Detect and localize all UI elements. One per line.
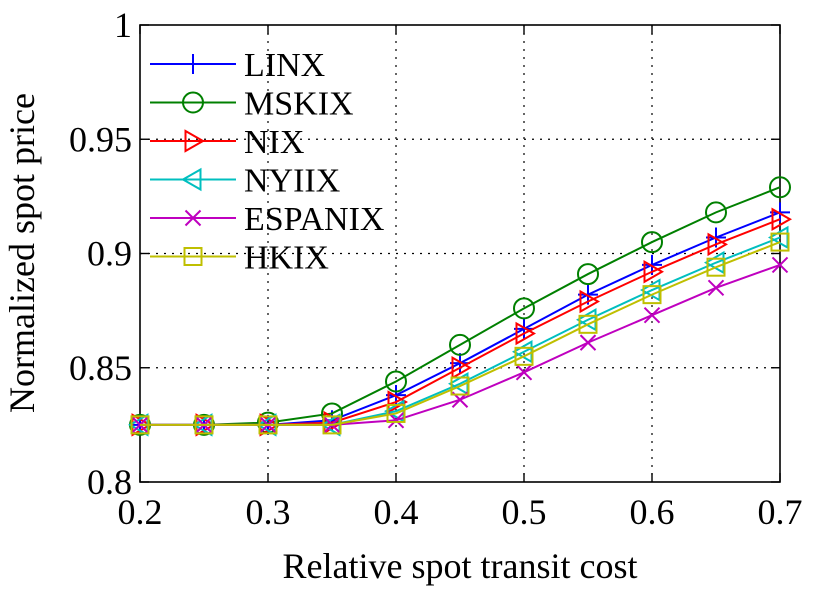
legend-label: MSKIX [244, 86, 354, 123]
data-point [130, 415, 150, 435]
data-point [515, 364, 533, 381]
data-point [707, 232, 729, 257]
data-point [770, 232, 790, 252]
y-axis-label: Normalized spot price [2, 93, 42, 413]
series-line [140, 211, 781, 426]
legend-marker [182, 91, 204, 114]
y-tick-label: 0.9 [87, 234, 132, 274]
legend-item: HKIX [150, 240, 329, 277]
y-tick-labels: 0.8 0.85 0.9 0.95 1 [69, 5, 132, 502]
data-point [513, 297, 535, 320]
data-point [579, 334, 597, 351]
legend-label: ESPANIX [244, 201, 384, 238]
legend-label: LINX [244, 47, 325, 84]
y-tick-label: 0.85 [69, 348, 132, 388]
data-point [707, 279, 725, 296]
data-point [641, 231, 663, 254]
data-point [194, 415, 214, 435]
legend-marker [184, 129, 206, 153]
data-point [643, 306, 661, 324]
x-tick-label: 0.6 [630, 492, 675, 532]
legend-marker [183, 54, 203, 74]
data-point [579, 289, 601, 314]
data-point [769, 176, 791, 199]
data-point [386, 403, 406, 423]
data-point [705, 201, 727, 224]
series-layer [127, 176, 793, 437]
grid [140, 25, 780, 482]
data-point [258, 415, 278, 435]
data-point [643, 260, 665, 284]
legend-label: NYIIX [244, 163, 340, 200]
series-line [140, 241, 781, 426]
data-point [449, 333, 471, 356]
x-tick-label: 0.7 [758, 492, 803, 532]
series-hkix [130, 232, 790, 435]
data-point [577, 263, 599, 286]
data-point [385, 370, 407, 393]
data-point [771, 207, 793, 231]
legend-item: ESPANIX [150, 201, 384, 238]
x-tick-label: 0.2 [118, 492, 163, 532]
legend-item: NIX [150, 124, 304, 161]
data-point [706, 257, 726, 277]
series-line [140, 186, 781, 426]
x-tick-label: 0.5 [502, 492, 547, 532]
data-point [387, 390, 409, 414]
y-tick-label: 0.8 [87, 462, 132, 502]
y-tick-label: 0.95 [69, 119, 132, 159]
legend-marker [184, 209, 202, 227]
legend-marker [180, 167, 202, 192]
legend-item: LINX [150, 47, 325, 84]
legend-label: NIX [244, 124, 304, 161]
y-tick-label: 1 [114, 5, 132, 45]
x-tick-label: 0.3 [246, 492, 291, 532]
data-point [322, 415, 342, 435]
x-axis-label: Relative spot transit cost [283, 546, 638, 586]
data-point [515, 321, 537, 346]
legend-marker [183, 247, 203, 266]
data-point [642, 285, 662, 305]
series-line [140, 236, 781, 426]
legend-item: MSKIX [150, 86, 354, 123]
x-tick-label: 0.4 [374, 492, 419, 532]
series-mskix [129, 176, 791, 436]
data-point [451, 356, 473, 380]
legend-label: HKIX [244, 240, 329, 277]
data-point [514, 346, 534, 366]
data-point [450, 376, 470, 396]
series-nyiix [127, 225, 789, 437]
axis-ticks [139, 24, 781, 483]
legend-item: NYIIX [150, 163, 340, 200]
data-point [578, 314, 598, 334]
data-point [771, 256, 789, 274]
x-tick-labels: 0.2 0.3 0.4 0.5 0.6 0.7 [118, 492, 803, 532]
